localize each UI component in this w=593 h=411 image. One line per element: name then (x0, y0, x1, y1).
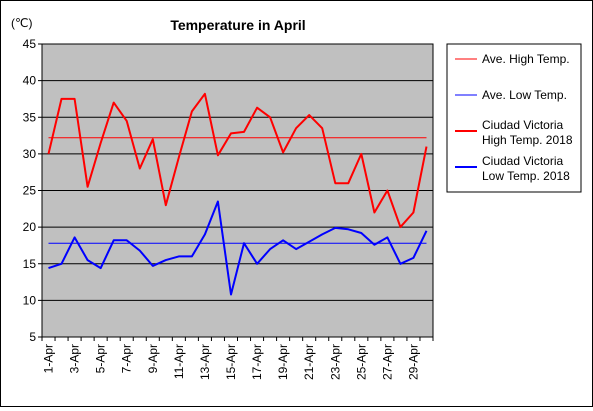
unit-label: (℃) (11, 16, 32, 30)
x-tick-label: 5-Apr (94, 344, 108, 373)
series-line-4 (48, 200, 428, 296)
x-tick-label: 17-Apr (250, 344, 264, 380)
x-tick-label: 29-Apr (406, 344, 420, 380)
chart-title: Temperature in April (170, 17, 305, 33)
x-tick-label: 9-Apr (146, 344, 160, 373)
y-tick-label: 10 (23, 293, 37, 307)
x-tick-label: 1-Apr (42, 344, 56, 373)
y-tick-label: 20 (23, 220, 37, 234)
y-tick-label: 40 (23, 74, 37, 88)
x-tick-label: 23-Apr (328, 344, 342, 380)
x-tick-label: 13-Apr (198, 344, 212, 380)
y-tick-label: 35 (23, 110, 37, 124)
y-tick-label: 15 (23, 257, 37, 271)
y-tick-label: 25 (23, 184, 37, 198)
legend-label: Ciudad Victoria (482, 154, 563, 168)
grid-lines (42, 80, 433, 301)
legend-label: High Temp. 2018 (482, 133, 573, 147)
x-tick-label: 11-Apr (172, 344, 186, 379)
y-tick-label: 45 (23, 37, 37, 51)
x-tick-label: 27-Apr (380, 344, 394, 380)
x-tick-label: 15-Apr (224, 344, 238, 380)
x-tick-label: 3-Apr (68, 344, 82, 373)
y-tick-label: 30 (23, 147, 37, 161)
y-axis-ticks: 5 10 15 20 25 30 35 40 45 (23, 37, 42, 344)
legend-label: Ciudad Victoria (482, 118, 563, 132)
legend-label: Low Temp. 2018 (482, 169, 570, 183)
series-lines (47, 92, 428, 296)
x-axis-ticks: 1-Apr 3-Apr 5-Apr 7-Apr 9-Apr 11-Apr 13-Apr 15-… (41, 337, 434, 380)
legend-label: Ave. High Temp. (482, 52, 570, 66)
x-tick-label: 21-Apr (302, 344, 316, 380)
series-line-3 (47, 92, 428, 229)
y-tick-label: 5 (29, 330, 36, 344)
legend-label: Ave. Low Temp. (482, 88, 567, 102)
legend: Ave. High Temp. Ave. Low Temp. Ciudad Vict… (446, 43, 582, 193)
x-tick-label: 19-Apr (276, 344, 290, 380)
x-tick-label: 25-Apr (354, 344, 368, 380)
x-tick-label: 7-Apr (120, 344, 134, 373)
